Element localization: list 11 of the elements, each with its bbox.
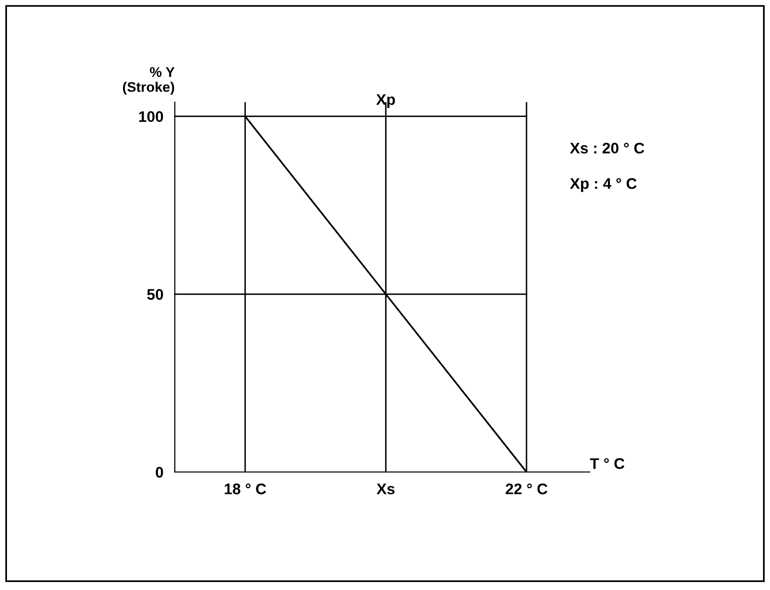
x-tick-label: 22 ° C <box>506 484 548 494</box>
y-tick-label: 100 <box>139 111 164 122</box>
y-tick-label: 50 <box>147 289 164 300</box>
annotation: Xs : 20 ° C <box>570 142 644 154</box>
x-axis-title: T ° C <box>590 458 624 469</box>
annotation: Xp <box>376 94 395 108</box>
x-tick-label: 18 ° C <box>224 484 266 494</box>
y-axis-title: % Y (Stroke) <box>123 67 175 95</box>
y-tick-label: 0 <box>156 466 164 478</box>
annotation: Xp : 4 ° C <box>570 178 637 192</box>
x-tick-label: Xs <box>376 484 395 494</box>
